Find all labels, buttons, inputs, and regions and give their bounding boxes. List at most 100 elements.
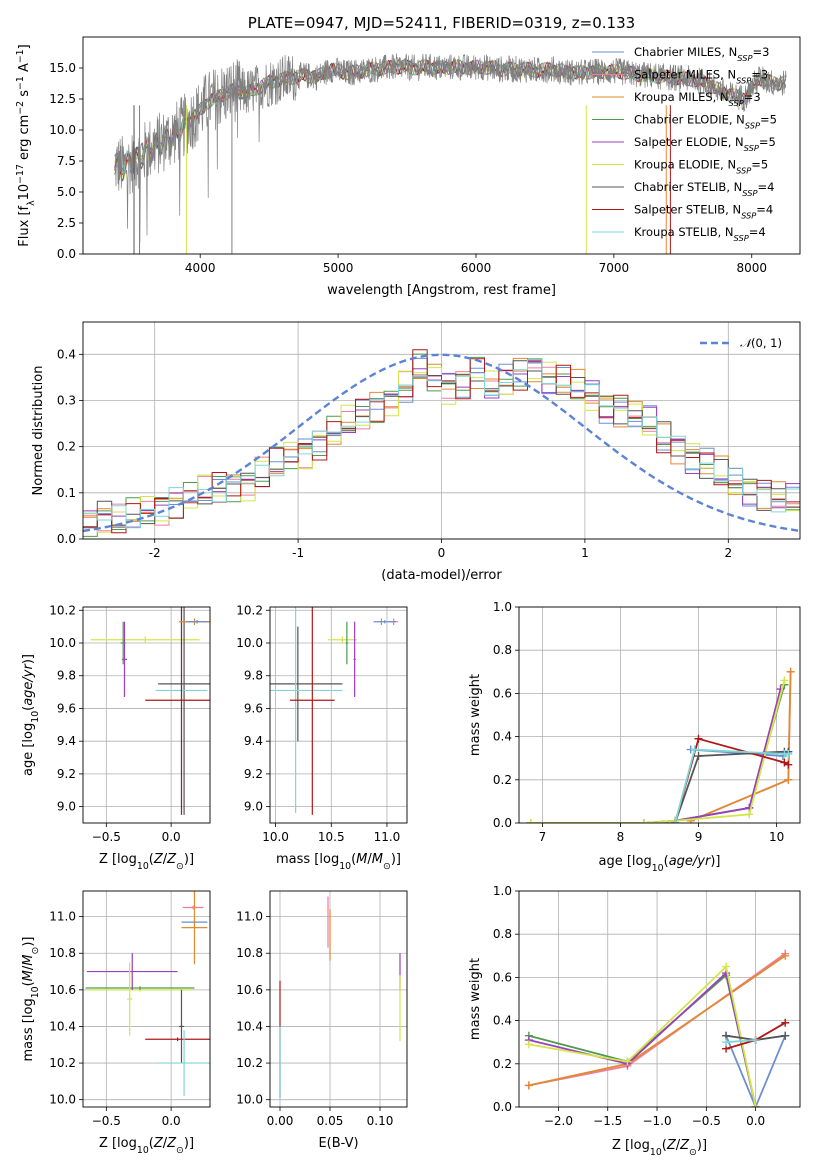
y-tick-label: 0.6 [493, 686, 512, 700]
grid [83, 891, 210, 1107]
y-tick-label: 10.0 [236, 1093, 263, 1107]
y-tick-label: 9.4 [57, 734, 76, 748]
y-tick-label: 10.4 [49, 1019, 76, 1033]
y-tick-label: 10.0 [49, 1093, 76, 1107]
plot-area [279, 896, 401, 1100]
series-point [781, 1031, 790, 1040]
grid [270, 607, 407, 823]
y-tick-label: 0.4 [493, 1014, 512, 1028]
axes-frame [518, 606, 801, 824]
series-line-kroupa-miles [690, 671, 792, 822]
y-tick-label: 10.0 [49, 123, 76, 137]
series-line-chabrier-miles [725, 1035, 787, 1107]
series-line-kroupa-elodie [528, 964, 757, 1107]
x-tick-label: −2.0 [544, 1114, 573, 1128]
x-tick-label: −1.5 [593, 1114, 622, 1128]
x-tick-label: 7000 [599, 261, 630, 275]
y-axis-label: age [log10(age/yr)] [21, 654, 41, 776]
series-point [623, 1057, 632, 1066]
x-tick-label: −0.5 [692, 1114, 721, 1128]
axes-frame [82, 606, 211, 824]
x-axis-label: Z [log10(Z/Z⊙)] [99, 1136, 194, 1156]
series-point [784, 760, 793, 769]
x-axis-label: age [log10(age/yr)] [598, 854, 720, 874]
legend-entry: Salpeter ELODIE, NSSP=5 [634, 135, 776, 153]
y-tick-label: 9.8 [244, 669, 263, 683]
axes-residuals: -2 -1 0 1 2 0.0 0.1 0.2 0.3 0.4 (data-model)/error… [31, 321, 801, 583]
x-tick-label: −0.5 [92, 830, 121, 844]
axes-massweight_vs_Z: −2.0 −1.5 −1.0 −0.5 0.0 0.0 0.2 0.4 0.6 0.8 1.0 Z [… [468, 884, 801, 1158]
y-tick-label: 9.2 [244, 767, 263, 781]
series-point [776, 685, 785, 694]
axes-frame [518, 890, 801, 1108]
plot-area [114, 53, 787, 254]
y-tick-label: 0.8 [493, 643, 512, 657]
legend-entry: Kroupa ELODIE, NSSP=5 [634, 158, 768, 176]
y-tick-label: 0.6 [493, 970, 512, 984]
series-point [751, 1103, 760, 1107]
y-tick-label: 10.8 [236, 946, 263, 960]
grid [519, 890, 800, 1108]
series-point [784, 775, 793, 784]
axes-frame [269, 890, 408, 1108]
series-line-kroupa-stelib [726, 1039, 756, 1044]
series-point [780, 676, 789, 685]
y-tick-label: 0.8 [493, 927, 512, 941]
y-tick-label: 11.0 [236, 910, 263, 924]
series-point [671, 819, 680, 823]
y-tick-label: 9.4 [244, 734, 263, 748]
x-tick-label: 0.0 [162, 830, 181, 844]
x-axis-label: Z [log10(Z/Z⊙)] [99, 852, 194, 872]
y-tick-label: 0.1 [57, 486, 76, 500]
plot-area [85, 891, 210, 1097]
x-tick-label: 10.0 [262, 830, 289, 844]
axes-age_vs_Z: −0.5 0.0 9.0 9.2 9.4 9.6 9.8 10.0 10.2 Z [log10(Z… [21, 603, 211, 872]
y-tick-label: 15.0 [49, 61, 76, 75]
y-tick-label: 7.5 [57, 154, 76, 168]
x-tick-label: 5000 [323, 261, 354, 275]
series-point [526, 819, 535, 823]
y-tick-label: 0.2 [493, 773, 512, 787]
x-tick-label: -1 [292, 546, 304, 560]
x-tick-label: 0.0 [162, 1114, 181, 1128]
y-tick-label: 0.0 [493, 816, 512, 830]
y-axis-label: mass [log10(M/M⊙)] [21, 937, 41, 1062]
y-tick-label: 0.0 [493, 1100, 512, 1114]
y-tick-label: 10.6 [236, 983, 263, 997]
series-point [524, 1040, 533, 1049]
y-tick-label: 1.0 [493, 600, 512, 614]
histogram-salpeter-stelib [83, 349, 800, 534]
plot-area [526, 667, 795, 823]
series-line-salpeter-miles [690, 671, 792, 822]
y-tick-label: 0.4 [57, 347, 76, 361]
y-axis-label: mass weight [468, 674, 483, 756]
normal-curve [83, 353, 800, 533]
series-point [781, 951, 790, 960]
legend-entry: Chabrier ELODIE, NSSP=5 [634, 113, 777, 131]
y-tick-label: 0.2 [57, 440, 76, 454]
y-tick-label: 10.2 [49, 603, 76, 617]
x-tick-label: 8 [617, 830, 625, 844]
x-tick-label: 1 [581, 546, 589, 560]
series-line-salpeter-elodie [530, 688, 782, 823]
axes-frame [269, 606, 408, 824]
x-axis-label: Z [log10(Z/Z⊙)] [612, 1138, 707, 1158]
series-point [524, 1081, 533, 1090]
legend: 𝒩(0, 1) [700, 336, 782, 350]
x-axis-label: (data-model)/error [381, 568, 502, 583]
y-tick-label: 10.2 [49, 1056, 76, 1070]
axes-mass_vs_EBV: 0.00 0.05 0.10 10.0 10.2 10.4 10.6 10.8 11.0 E(B-… [236, 890, 408, 1151]
x-tick-label: 0.00 [267, 1114, 294, 1128]
x-axis-label: E(B-V) [318, 1136, 358, 1151]
x-tick-label: 7 [539, 830, 547, 844]
y-axis-label: Flux [fλ10−17 erg cm−2 s−1 A−1] [15, 44, 37, 246]
axes-frame [82, 890, 211, 1108]
y-tick-label: 10.8 [49, 946, 76, 960]
x-tick-label: 0.10 [367, 1114, 394, 1128]
series-point [784, 749, 793, 758]
chart-title: PLATE=0947, MJD=52411, FIBERID=0319, z=0… [248, 14, 635, 32]
x-tick-label: 10 [769, 830, 784, 844]
y-tick-label: 5.0 [57, 185, 76, 199]
y-tick-label: 10.2 [236, 603, 263, 617]
